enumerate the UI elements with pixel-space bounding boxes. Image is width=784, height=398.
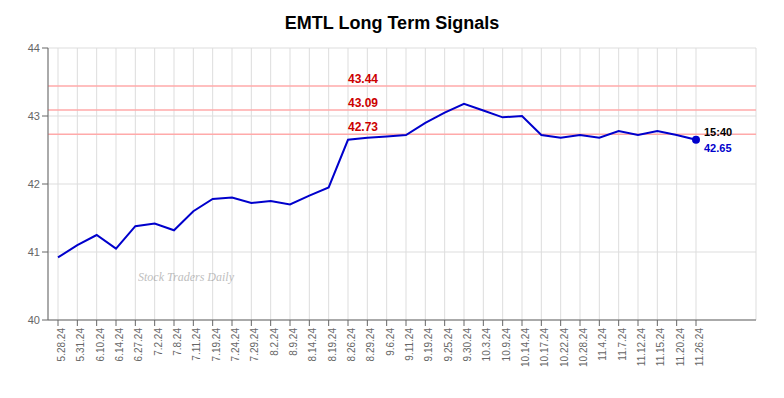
svg-text:10.14.24: 10.14.24 — [520, 328, 531, 367]
svg-text:8.29.24: 8.29.24 — [365, 328, 376, 362]
svg-text:9.19.24: 9.19.24 — [423, 328, 434, 362]
svg-text:42.73: 42.73 — [348, 120, 378, 134]
svg-text:7.29.24: 7.29.24 — [249, 328, 260, 362]
svg-text:43.44: 43.44 — [348, 72, 378, 86]
svg-text:8.9.24: 8.9.24 — [288, 328, 299, 356]
svg-text:11.4.24: 11.4.24 — [597, 328, 608, 361]
svg-text:6.27.24: 6.27.24 — [133, 328, 144, 362]
svg-text:10.3.24: 10.3.24 — [481, 328, 492, 362]
svg-text:11.26.24: 11.26.24 — [694, 328, 705, 367]
svg-text:41: 41 — [28, 246, 40, 258]
svg-text:42: 42 — [28, 178, 40, 190]
svg-text:8.14.24: 8.14.24 — [307, 328, 318, 362]
svg-text:10.28.24: 10.28.24 — [578, 328, 589, 367]
svg-text:7.24.24: 7.24.24 — [230, 328, 241, 362]
svg-text:5.28.24: 5.28.24 — [56, 328, 67, 362]
svg-text:7.8.24: 7.8.24 — [172, 328, 183, 356]
svg-text:40: 40 — [28, 314, 40, 326]
svg-text:15:40: 15:40 — [704, 126, 732, 138]
svg-text:8.2.24: 8.2.24 — [269, 328, 280, 356]
svg-text:8.19.24: 8.19.24 — [327, 328, 338, 362]
svg-text:9.6.24: 9.6.24 — [385, 328, 396, 356]
html-text:Stock Traders Daily: Stock Traders Daily — [138, 270, 234, 284]
svg-text:11.12.24: 11.12.24 — [636, 328, 647, 367]
svg-text:9.30.24: 9.30.24 — [462, 328, 473, 362]
svg-text:7.2.24: 7.2.24 — [153, 328, 164, 356]
svg-text:42.65: 42.65 — [704, 142, 732, 154]
svg-text:43.09: 43.09 — [348, 96, 378, 110]
svg-text:43: 43 — [28, 110, 40, 122]
svg-text:11.7.24: 11.7.24 — [617, 328, 628, 361]
svg-text:9.25.24: 9.25.24 — [443, 328, 454, 362]
svg-text:6.10.24: 6.10.24 — [95, 328, 106, 362]
svg-text:7.19.24: 7.19.24 — [211, 328, 222, 362]
svg-text:9.11.24: 9.11.24 — [404, 328, 415, 361]
svg-text:8.26.24: 8.26.24 — [346, 328, 357, 362]
svg-text:11.15.24: 11.15.24 — [655, 328, 666, 367]
svg-text:11.20.24: 11.20.24 — [675, 328, 686, 367]
html-text:EMTL Long Term Signals: EMTL Long Term Signals — [284, 13, 500, 33]
svg-text:44: 44 — [28, 42, 40, 54]
svg-text:10.17.24: 10.17.24 — [539, 328, 550, 367]
svg-text:10.22.24: 10.22.24 — [559, 328, 570, 367]
svg-text:7.11.24: 7.11.24 — [191, 328, 202, 361]
svg-text:6.14.24: 6.14.24 — [114, 328, 125, 362]
svg-text:10.9.24: 10.9.24 — [501, 328, 512, 362]
svg-text:5.31.24: 5.31.24 — [75, 328, 86, 362]
